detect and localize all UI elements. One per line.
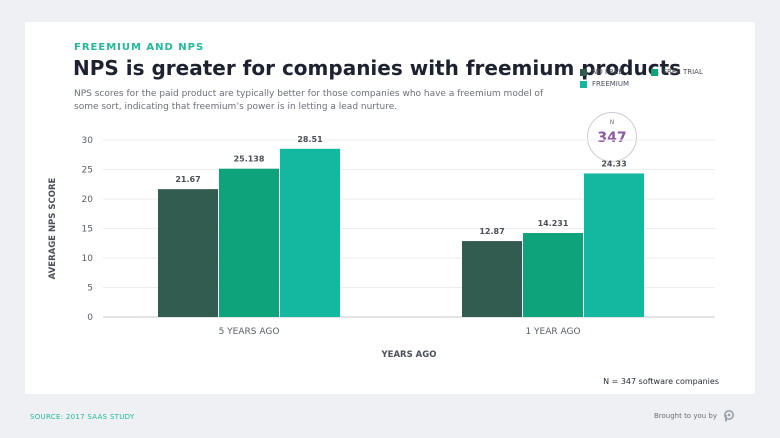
data-label: 24.33: [601, 159, 626, 168]
y-axis-title: AVERAGE NPS SCORE: [48, 178, 58, 280]
data-label: 25.138: [234, 155, 265, 164]
brand-text: Brought to you by: [653, 412, 717, 420]
x-tick-label: 1 YEAR AGO: [525, 327, 580, 337]
y-tick-label: 5: [87, 284, 93, 294]
x-tick-label: 5 YEARS AGO: [219, 327, 280, 337]
bar-chart: 0 5 10 15 20 25 30 21.67 25.138 28.51 5 YEARS AGO 1…: [48, 135, 715, 360]
legend-item-freemium: FREEMIUM: [580, 80, 629, 88]
sample-size-value: 347: [597, 130, 627, 146]
chart-title: NPS is greater for companies with freemi…: [73, 56, 682, 80]
legend-item-free-trial: FREE TRIAL: [651, 68, 703, 76]
legend-label-no-free: NO FREE: [592, 68, 623, 76]
brand-credit: Brought to you by: [654, 410, 735, 422]
bar-free-trial: [219, 168, 279, 317]
bar-no-free: [462, 241, 522, 317]
sample-size-label: N: [609, 119, 615, 126]
legend-swatch-no-free: [580, 68, 587, 76]
source-label: SOURCE: 2017 SAAS STUDY: [30, 413, 135, 421]
bar-freemium: [280, 148, 340, 317]
legend-swatch-freemium: [580, 80, 587, 88]
bar-no-free: [158, 189, 218, 317]
chart-subtitle: NPS scores for the paid product are typi…: [74, 89, 544, 112]
footnote: N = 347 software companies: [603, 377, 719, 386]
legend-item-no-free: NO FREE: [580, 68, 623, 76]
legend-label-free-trial: FREE TRIAL: [663, 68, 703, 76]
legend-label-freemium: FREEMIUM: [592, 80, 630, 88]
bar-free-trial: [523, 233, 583, 317]
bar-freemium: [584, 173, 644, 317]
data-label: 28.51: [297, 135, 323, 144]
y-tick-label: 10: [82, 254, 94, 264]
y-tick-label: 25: [82, 166, 93, 176]
data-label: 14.231: [538, 219, 569, 228]
brand-logo-icon: [724, 410, 734, 422]
y-tick-label: 20: [82, 195, 94, 205]
data-label: 21.67: [175, 175, 200, 184]
legend-swatch-free-trial: [651, 68, 658, 76]
y-tick-label: 15: [82, 225, 93, 235]
y-tick-label: 0: [87, 313, 93, 323]
kicker-label: FREEMIUM AND NPS: [74, 42, 205, 53]
sample-size-callout: N 347: [587, 112, 637, 162]
y-tick-label: 30: [82, 136, 94, 146]
data-label: 12.87: [479, 227, 504, 236]
x-axis-title: YEARS AGO: [381, 350, 437, 360]
